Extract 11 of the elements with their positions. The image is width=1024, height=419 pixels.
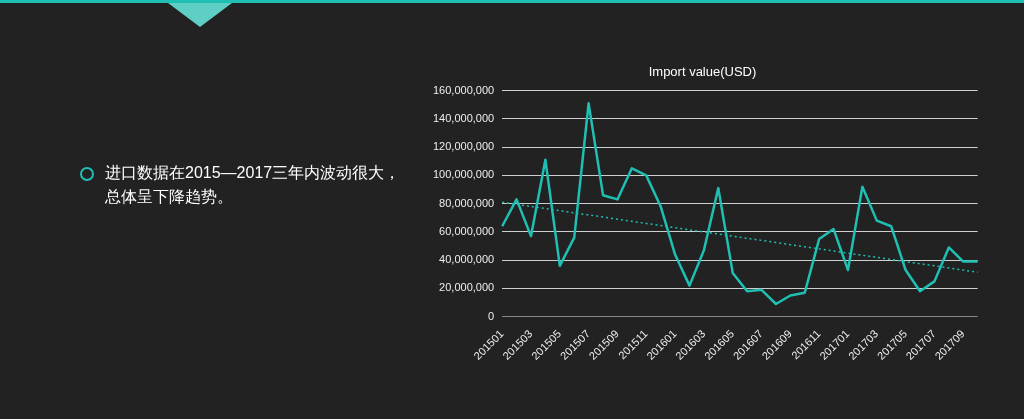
y-tick-label: 20,000,000 — [439, 281, 495, 294]
y-tick-label: 60,000,000 — [439, 224, 495, 237]
text: 进口数据在2015—2017三年内波动很大，总体呈下降趋势。 — [105, 163, 402, 207]
y-tick-label: 80,000,000 — [439, 196, 495, 209]
y-tick-label: 40,000,000 — [439, 253, 495, 266]
chart-title: Import value(USD) — [648, 64, 757, 80]
y-tick-label: 140,000,000 — [433, 111, 495, 124]
y-tick-label: 120,000,000 — [433, 140, 495, 153]
y-tick-label: 0 — [488, 309, 495, 322]
y-tick-label: 100,000,000 — [433, 168, 495, 181]
y-tick-label: 160,000,000 — [433, 83, 495, 96]
